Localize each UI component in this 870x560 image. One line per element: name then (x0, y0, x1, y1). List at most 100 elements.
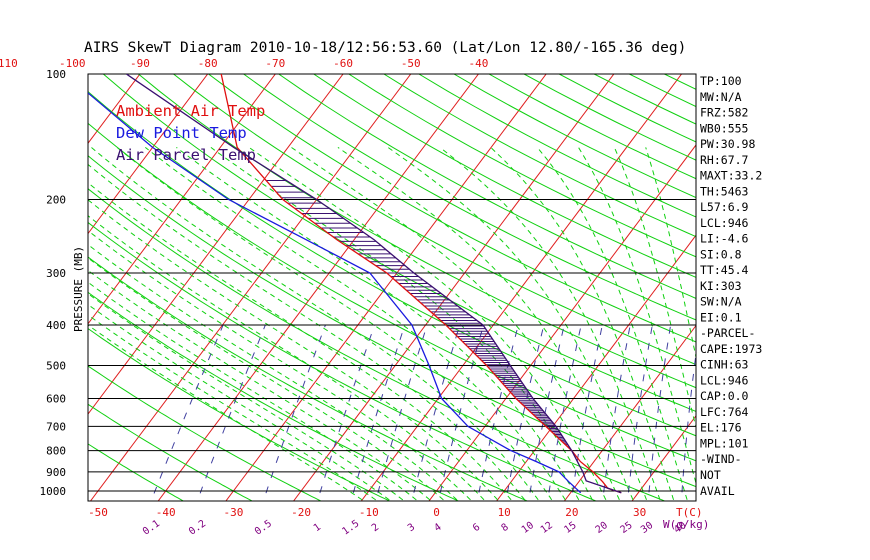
x-axis-label: T(C) (676, 506, 703, 519)
sounding-index-label: LFC:764 (700, 405, 749, 419)
pressure-tick-label: 400 (46, 319, 66, 332)
dry-adiabat-line (88, 122, 696, 462)
sounding-series (88, 74, 622, 494)
pressure-tick-label: 200 (46, 194, 66, 207)
dew-point-temp-line (88, 92, 582, 494)
dry-adiabat-line (88, 155, 696, 488)
sounding-index-label: CAPE:1973 (700, 342, 762, 356)
sounding-index-label: TH:5463 (700, 184, 749, 198)
sounding-index-label: -WIND- (700, 452, 742, 466)
mixing-ratio-line (647, 325, 672, 501)
sounding-index-label: RH:67.7 (700, 153, 749, 167)
legend-dew-point-temp: Dew Point Temp (116, 124, 247, 142)
sounding-index-label: TP:100 (700, 74, 742, 88)
top-temperature-tick-label: -90 (130, 57, 150, 70)
isotherm-line (89, 74, 412, 501)
air-parcel-temp-line (126, 74, 622, 494)
sounding-index-label: EL:176 (700, 421, 742, 435)
legend-air-parcel-temp: Air Parcel Temp (116, 146, 256, 164)
temperature-tick-label: 0 (433, 506, 440, 519)
dry-adiabat-line (593, 74, 696, 125)
pressure-tick-label: 800 (46, 445, 66, 458)
dry-adiabat-line (88, 188, 666, 501)
temperature-tick-label: 30 (633, 506, 646, 519)
sounding-index-label: -PARCEL- (700, 326, 755, 340)
y-axis-label: PRESSURE (MB) (72, 246, 85, 332)
dry-adiabat-line (312, 74, 696, 278)
isotherm-line (157, 74, 480, 501)
sounding-index-label: CINH:63 (700, 358, 749, 372)
mixing-ratio-line (350, 324, 406, 501)
moist-adiabat-line (248, 146, 607, 501)
mixing-ratio-line (547, 324, 582, 501)
top-temperature-tick-labels: -120-110-100-90-80-70-60-50-40 (0, 57, 488, 70)
temperature-tick-label: -20 (291, 506, 311, 519)
temperature-tick-label: 10 (498, 506, 511, 519)
top-temperature-tick-label: -50 (401, 57, 421, 70)
temperature-tick-label: 20 (565, 506, 578, 519)
mixing-ratio-tick-label: 15 (562, 520, 578, 536)
dry-adiabat-line (88, 90, 696, 437)
mixing-ratio-tick-label: 12 (539, 520, 555, 536)
mixing-ratio-line (570, 324, 603, 501)
mixing-ratio-tick-label: 6 (471, 522, 482, 534)
sounding-index-label: MW:N/A (700, 90, 742, 104)
mixing-ratio-tick-label: 0.1 (141, 518, 162, 537)
mixing-ratio-axis-label: W(g/kg) (663, 518, 709, 531)
mixing-ratio-tick-label: 4 (432, 522, 443, 534)
sounding-index-label: SW:N/A (700, 295, 742, 309)
isotherm-line (0, 34, 35, 509)
temperature-tick-label: -50 (88, 506, 108, 519)
legend: Ambient Air Temp Dew Point Temp Air Parc… (116, 102, 265, 164)
pressure-tick-label: 100 (46, 68, 66, 81)
sounding-index-label: PW:30.98 (700, 137, 755, 151)
legend-ambient-air-temp: Ambient Air Temp (116, 102, 265, 120)
moist-adiabat-line (536, 147, 688, 500)
sounding-index-label: AVAIL (700, 484, 735, 498)
top-temperature-tick-label: -40 (469, 57, 489, 70)
isotherm-line (225, 74, 547, 501)
mixing-ratio-line (150, 324, 224, 501)
sounding-index-label: LI:-4.6 (700, 232, 749, 246)
dry-adiabat-line (523, 74, 696, 161)
moist-adiabat-line (88, 257, 444, 501)
sounding-index-label: TT:45.4 (700, 263, 749, 277)
pressure-tick-labels: 100 200 300 400 500 600 700 800 900 1000 (40, 68, 67, 498)
mixing-ratio-line (316, 324, 375, 501)
dry-adiabat-line (88, 221, 598, 501)
dry-adiabat-line (88, 327, 391, 501)
sounding-index-label: CAP:0.0 (700, 389, 749, 403)
sounding-index-label: MAXT:33.2 (700, 169, 762, 183)
sounding-index-label: L57:6.9 (700, 200, 749, 214)
mixing-ratio-tick-label: 1.5 (340, 518, 361, 537)
cape-hatching (266, 179, 568, 446)
temperature-tick-labels: -50 -40 -30 -20 -10 0 10 20 30 (88, 506, 646, 519)
sounding-index-label: FRZ:582 (700, 106, 748, 120)
mixing-ratio-tick-label: 20 (594, 520, 610, 536)
ambient-air-temp-line (220, 74, 622, 494)
temperature-tick-label: -30 (223, 506, 243, 519)
sounding-index-label: MPL:101 (700, 436, 749, 450)
dry-adiabat-line (207, 74, 696, 343)
mixing-ratio-tick-labels: 0.1 0.2 0.5 1 1.5 2 3 4 6 8 10 12 15 20 25 30 40 (141, 518, 688, 537)
mixing-ratio-line (196, 324, 266, 501)
dry-adiabat-line (88, 403, 254, 501)
dry-adiabat-line (488, 74, 696, 180)
mixing-ratio-line (627, 325, 653, 501)
dry-adiabat-line (172, 74, 696, 366)
dry-adiabat-line (453, 74, 696, 199)
sounding-index-label: LCL:946 (700, 373, 749, 387)
dry-adiabat-line (88, 443, 185, 501)
sounding-index-label: EI:0.1 (700, 310, 742, 324)
dry-adiabat-line (382, 74, 696, 238)
top-temperature-tick-label: -110 (0, 57, 18, 70)
mixing-ratio-line (375, 324, 428, 501)
mixing-ratio-tick-label: 3 (406, 522, 417, 534)
mixing-ratio-tick-label: 25 (618, 520, 634, 536)
mixing-ratio-tick-label: 2 (370, 522, 381, 534)
dry-adiabat-line (102, 74, 696, 412)
pressure-tick-label: 300 (46, 267, 66, 280)
sounding-index-label: WB0:555 (700, 121, 748, 135)
isotherm-line (88, 74, 276, 325)
temperature-tick-label: -40 (156, 506, 176, 519)
